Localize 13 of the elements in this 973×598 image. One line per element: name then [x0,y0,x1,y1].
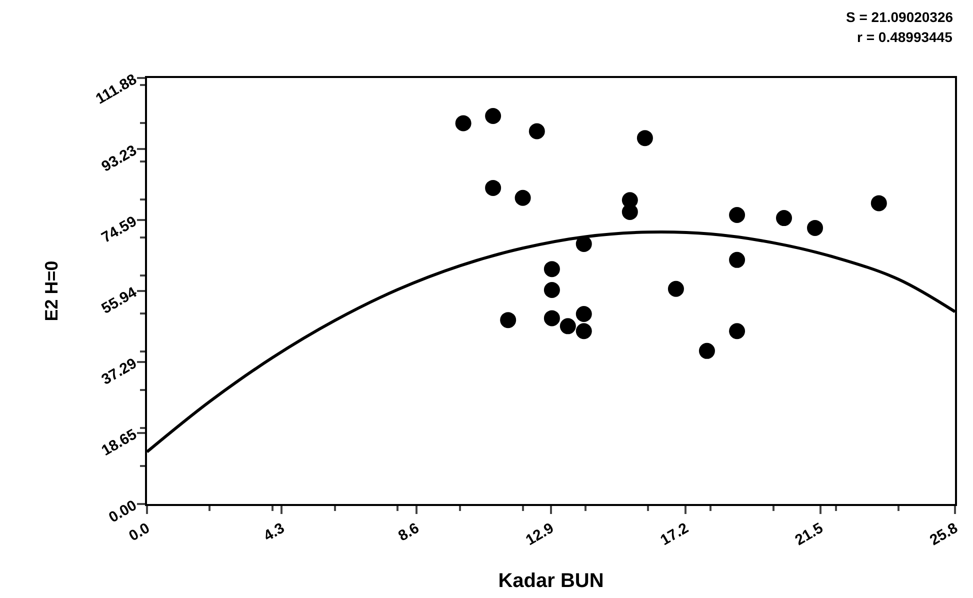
y-axis-title: E2 H=0 [42,260,62,322]
y-tick-label: 37.29 [98,354,140,388]
y-tick-label: 74.59 [98,212,140,246]
y-tick-label: 93.23 [98,142,140,176]
x-tick-label: 8.6 [396,520,422,545]
x-tick-label: 17.2 [658,520,692,550]
x-tick-label: 12.9 [522,520,557,550]
x-tick-label: 4.3 [260,520,288,545]
text: S = 21.09020326 [846,9,954,25]
x-axis-title: Kadar BUN [498,570,604,592]
text: r = 0.48993445 [857,29,953,45]
x-tick-label: 21.5 [792,520,826,550]
x-tick-label: 25.8 [926,520,961,550]
